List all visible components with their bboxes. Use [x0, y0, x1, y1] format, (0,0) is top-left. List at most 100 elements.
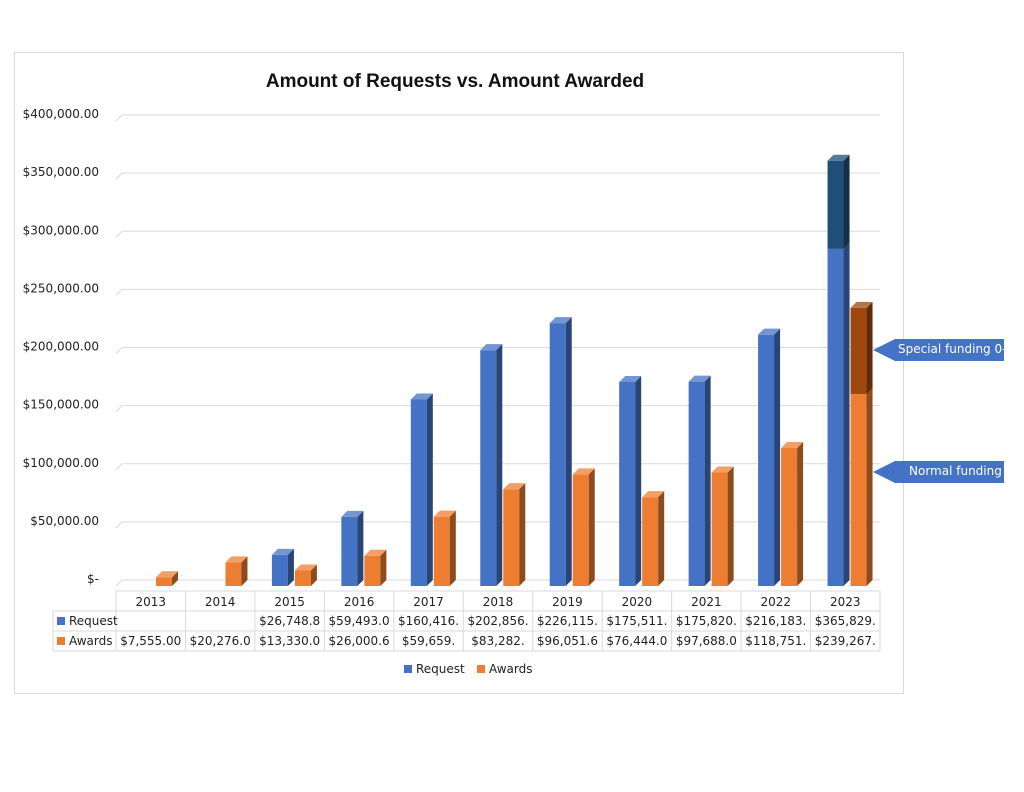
bar-request-special-2023	[827, 160, 844, 249]
bar-awards-2019	[572, 474, 589, 586]
bar-request-2017-top	[410, 393, 433, 400]
table-request-value: $226,115.	[537, 614, 598, 628]
table-awards-value: $76,444.0	[606, 634, 667, 648]
table-request-value: $26,748.8	[259, 614, 320, 628]
table-request-value: $160,416.	[398, 614, 459, 628]
y-tick-label: $300,000.00	[23, 223, 99, 237]
callout-normal-label: Normal funding	[909, 463, 1002, 478]
gridline-depth	[115, 230, 123, 238]
bar-awards-2019-top	[572, 468, 595, 475]
bar-request-2021	[688, 381, 705, 586]
bar-request-2020-side	[635, 375, 642, 586]
table-request-value: $59,493.0	[329, 614, 390, 628]
bar-request-2018	[480, 350, 497, 586]
bar-request-2016-top	[341, 510, 364, 517]
bar-awards-2016-side	[380, 549, 387, 586]
y-tick-label: $-	[87, 572, 99, 586]
callout-arrow-shape	[873, 338, 1004, 361]
table-awards-value: $239,267.	[815, 634, 876, 648]
bar-awards-2017-side	[449, 510, 456, 586]
gridline-depth	[115, 347, 123, 354]
bar-request-2015-side	[287, 548, 294, 586]
x-category-label: 2020	[622, 595, 653, 609]
bar-request-2017-side	[426, 393, 433, 586]
table-key-request	[57, 617, 65, 625]
bar-request-2020	[619, 381, 636, 586]
y-tick-label: $150,000.00	[23, 398, 99, 412]
table-awards-value: $97,688.0	[676, 634, 737, 648]
x-category-label: 2017	[413, 595, 444, 609]
x-category-label: 2014	[205, 595, 236, 609]
bar-awards-2018-top	[503, 483, 526, 490]
x-category-label: 2023	[830, 595, 861, 609]
bar-request-2018-side	[496, 344, 503, 586]
table-awards-value: $13,330.0	[259, 634, 320, 648]
table-awards-value: $20,276.0	[190, 634, 251, 648]
gridline-depth	[115, 463, 123, 471]
bar-request-2023	[827, 248, 844, 586]
bar-awards-2018	[503, 489, 520, 586]
y-tick-label: $400,000.00	[23, 107, 99, 121]
bar-request-2015-top	[271, 548, 294, 555]
table-request-value: $175,820.	[676, 614, 737, 628]
table-awards-value: $96,051.6	[537, 634, 598, 648]
bar-awards-2022-top	[781, 441, 804, 448]
bar-awards-2021	[711, 472, 728, 586]
y-tick-label: $100,000.00	[23, 456, 99, 470]
bar-awards-special-2023	[850, 307, 867, 395]
bar-request-special-2023-top	[827, 154, 850, 161]
bar-request-special-2023-side	[843, 154, 850, 249]
chart-svg: Amount of Requests vs. Amount Awarded $- $…	[23, 71, 881, 676]
bar-request-2019-side	[565, 317, 572, 586]
bar-request-2019	[549, 323, 566, 586]
bar-request-2018-top	[480, 344, 503, 351]
callout-normal-funding: Normal funding	[873, 460, 1004, 483]
x-category-label: 2019	[552, 595, 583, 609]
callout-special-label: Special funding 0-3	[898, 341, 1015, 356]
bar-awards-2013	[156, 577, 172, 586]
bar-awards-2016-top	[364, 549, 387, 556]
bar-awards-2023	[850, 394, 867, 586]
table-awards-value: $118,751.	[745, 634, 806, 648]
table-awards-value: $83,282.	[471, 634, 524, 648]
table-row-header-awards: Awards	[69, 634, 112, 648]
x-category-label: 2018	[483, 595, 514, 609]
legend-key-awards	[477, 665, 485, 673]
bar-request-2022-side	[774, 328, 781, 586]
bar-awards-2015	[294, 570, 311, 586]
gridline-depth	[115, 114, 123, 122]
bar-request-2016-side	[357, 510, 364, 586]
bar-request-2016	[341, 516, 358, 586]
x-category-label: 2021	[691, 595, 722, 609]
x-category-label: 2013	[135, 595, 166, 609]
table-request-value: $365,829.	[815, 614, 876, 628]
bar-awards-2021-top	[711, 466, 734, 473]
bar-request-2019-top	[549, 317, 572, 324]
x-category-label: 2022	[761, 595, 792, 609]
gridline-depth	[115, 172, 123, 180]
table-key-awards	[57, 637, 65, 645]
table-awards-value: $59,659.	[402, 634, 455, 648]
bar-awards-2014-top	[225, 556, 248, 563]
bar-request-2015	[271, 554, 288, 586]
gridline-depth	[115, 405, 123, 412]
bar-awards-2013-top	[156, 571, 178, 578]
bar-awards-special-2023-top	[850, 301, 873, 308]
legend-label-awards: Awards	[489, 662, 532, 676]
bar-request-2022	[758, 334, 775, 586]
gridline-depth	[115, 521, 123, 529]
y-tick-label: $250,000.00	[23, 281, 99, 295]
x-category-label: 2015	[274, 595, 305, 609]
callout-arrow-shape	[873, 460, 1004, 483]
bar-request-2020-top	[619, 375, 642, 382]
bar-awards-2017	[433, 516, 450, 586]
bar-awards-2020-top	[642, 491, 665, 498]
chart-frame: Amount of Requests vs. Amount Awarded $- $…	[14, 52, 904, 694]
y-tick-label: $200,000.00	[23, 340, 99, 354]
bar-awards-2017-top	[433, 510, 456, 517]
table-request-value: $175,511.	[606, 614, 667, 628]
bar-awards-2022	[781, 447, 798, 586]
bar-awards-2021-side	[727, 466, 734, 586]
bar-awards-2022-side	[797, 441, 804, 586]
bar-awards-2015-side	[310, 564, 317, 586]
